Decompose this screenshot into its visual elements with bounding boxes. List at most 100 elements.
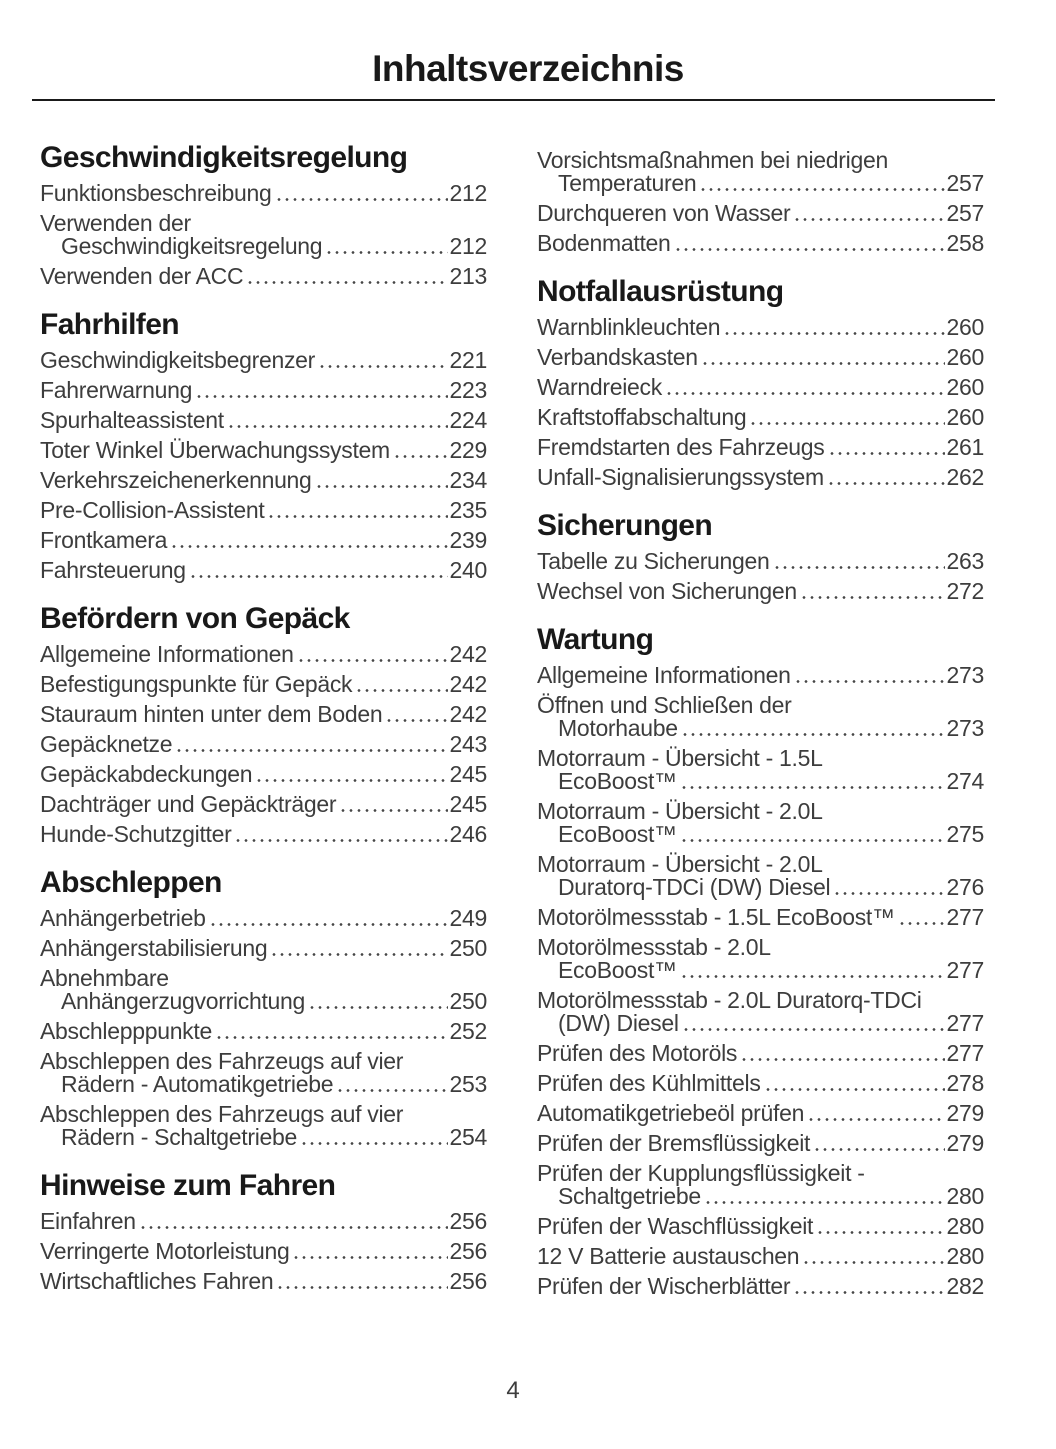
toc-entry: Motorölmessstab - 1.5L EcoBoost™ 277 — [537, 906, 984, 929]
toc-entry-page: 277 — [946, 1010, 985, 1036]
toc-entry-label: Funktionsbeschreibung — [40, 180, 272, 206]
toc-entry-page: 272 — [946, 578, 985, 604]
toc-entry-row: EcoBoost™ 277 — [537, 959, 984, 982]
toc-entry-row: Hunde-Schutzgitter 246 — [40, 823, 487, 846]
toc-entry-row: Prüfen der Waschflüssigkeit 280 — [537, 1215, 984, 1238]
toc-entry-label: Stauraum hinten unter dem Boden — [40, 701, 383, 727]
toc-entry-row: Frontkamera 239 — [40, 529, 487, 552]
toc-leader-dots — [336, 1089, 448, 1092]
toc-section-heading: Geschwindigkeitsregelung — [40, 141, 408, 174]
toc-entry-row: Prüfen der Bremsflüssigkeit 279 — [537, 1132, 984, 1155]
toc-entry-page: 212 — [449, 180, 488, 206]
toc-leader-dots — [318, 365, 448, 368]
toc-entry-row: Pre-Collision-Assistent 235 — [40, 499, 487, 522]
toc-leader-dots — [740, 1058, 945, 1061]
toc-entry: Motorraum - Übersicht - 2.0L Duratorq-TDC… — [537, 853, 984, 899]
toc-leader-dots — [699, 188, 945, 191]
toc-entry: Prüfen der Bremsflüssigkeit 279 — [537, 1132, 984, 1155]
toc-entry: 12 V Batterie austauschen 280 — [537, 1245, 984, 1268]
toc-entry-label: Fahrsteuerung — [40, 557, 186, 583]
toc-entry-line: Abschleppen des Fahrzeugs auf vier — [40, 1048, 404, 1074]
toc-entry-row: Verwenden der ACC 213 — [40, 265, 487, 288]
toc-entry: Verwenden der Geschwindigkeitsregelung 212 — [40, 212, 487, 258]
toc-leader-dots — [680, 733, 945, 736]
toc-entry-label: Prüfen des Kühlmittels — [537, 1070, 761, 1096]
toc-entry-row: EcoBoost™ 274 — [537, 770, 984, 793]
toc-entry-page: 262 — [946, 464, 985, 490]
toc-leader-dots — [673, 248, 945, 251]
toc-entry-page: 242 — [449, 701, 488, 727]
toc-entry: Prüfen der Waschflüssigkeit 280 — [537, 1215, 984, 1238]
toc-entry-page: 246 — [449, 821, 488, 847]
toc-leader-dots — [763, 1088, 945, 1091]
toc-entry-page: 279 — [946, 1100, 985, 1126]
toc-entry: Geschwindigkeitsbegrenzer 221 — [40, 349, 487, 372]
toc-leader-dots — [749, 422, 945, 425]
toc-entry-label: Motorölmessstab - 1.5L EcoBoost™ — [537, 904, 895, 930]
toc-section: Hinweise zum Fahren Einfahren 256 Verringer… — [40, 1169, 487, 1293]
toc-entry-label: Prüfen der Bremsflüssigkeit — [537, 1130, 811, 1156]
toc-entry-page: 275 — [946, 821, 985, 847]
toc-leader-dots — [246, 281, 448, 284]
toc-leader-dots — [793, 1291, 945, 1294]
toc-entry-label: Fahrerwarnung — [40, 377, 193, 403]
toc-entry-page: 243 — [449, 731, 488, 757]
toc-entry-page: 263 — [946, 548, 985, 574]
toc-entry-line: Motorölmessstab - 2.0L Duratorq-TDCi — [537, 987, 922, 1013]
toc-section-heading: Fahrhilfen — [40, 308, 180, 341]
toc-entry-page: 223 — [449, 377, 488, 403]
toc-leader-dots — [807, 1118, 945, 1121]
toc-leader-dots — [138, 1226, 448, 1229]
toc-entry-row: Fahrsteuerung 240 — [40, 559, 487, 582]
toc-entry: Kraftstoffabschaltung 260 — [537, 406, 984, 429]
toc-entry-label: Prüfen der Wischerblätter — [537, 1273, 791, 1299]
toc-column-left: Geschwindigkeitsregelung Funktionsbeschre… — [40, 141, 487, 1305]
page-number: 4 — [506, 1377, 520, 1404]
toc-leader-dots — [274, 198, 448, 201]
toc-entry-row: Geschwindigkeitsbegrenzer 221 — [40, 349, 487, 372]
toc-leader-dots — [700, 362, 945, 365]
toc-leader-dots — [208, 923, 448, 926]
toc-entry-page: 249 — [449, 905, 488, 931]
toc-entry-page: 235 — [449, 497, 488, 523]
toc-entry-row: Befestigungspunkte für Gepäck 242 — [40, 673, 487, 696]
toc-leader-dots — [355, 689, 448, 692]
toc-entry-label: Anhängerstabilisierung — [40, 935, 268, 961]
toc-section-heading: Sicherungen — [537, 509, 713, 542]
toc-entry-page: 280 — [946, 1183, 985, 1209]
toc-entry-page: 280 — [946, 1213, 985, 1239]
toc-entry-row: Automatikgetriebeöl prüfen 279 — [537, 1102, 984, 1125]
toc-leader-dots — [793, 218, 945, 221]
toc-entry-line: Prüfen der Kupplungsflüssigkeit - — [537, 1160, 865, 1186]
toc-leader-dots — [170, 545, 448, 548]
toc-entry-row: Geschwindigkeitsregelung 212 — [40, 235, 487, 258]
toc-entry-label: EcoBoost™ — [558, 821, 677, 847]
toc-section-heading: Abschleppen — [40, 866, 222, 899]
toc-section-heading: Hinweise zum Fahren — [40, 1169, 336, 1202]
toc-leader-dots — [793, 680, 945, 683]
toc-entry-page: 252 — [449, 1018, 488, 1044]
toc-leader-dots — [308, 1006, 448, 1009]
toc-entry: Gepäckabdeckungen 245 — [40, 763, 487, 786]
toc-leader-dots — [267, 515, 448, 518]
toc-entry-page: 279 — [946, 1130, 985, 1156]
toc-entry: Prüfen der Wischerblätter 282 — [537, 1275, 984, 1298]
toc-section-heading: Wartung — [537, 623, 654, 656]
toc-entry-page: 274 — [946, 768, 985, 794]
toc-entry-row: Anhängerbetrieb 249 — [40, 907, 487, 930]
toc-entry-page: 234 — [449, 467, 488, 493]
toc-entry-row: Prüfen der Wischerblätter 282 — [537, 1275, 984, 1298]
toc-leader-dots — [897, 922, 945, 925]
toc-entry-label: Spurhalteassistent — [40, 407, 224, 433]
toc-entry: Allgemeine Informationen 273 — [537, 664, 984, 687]
toc-leader-dots — [385, 719, 448, 722]
toc-entry-label: (DW) Diesel — [558, 1010, 679, 1036]
toc-leader-dots — [270, 953, 448, 956]
toc-entry-label: Unfall-Signalisierungssystem — [537, 464, 824, 490]
toc-entry-label: Abschlepppunkte — [40, 1018, 212, 1044]
toc-entry-row: Stauraum hinten unter dem Boden 242 — [40, 703, 487, 726]
toc-leader-dots — [703, 1201, 945, 1204]
toc-entry-page: 280 — [946, 1243, 985, 1269]
toc-entry-label: Frontkamera — [40, 527, 168, 553]
toc-leader-dots — [772, 566, 945, 569]
